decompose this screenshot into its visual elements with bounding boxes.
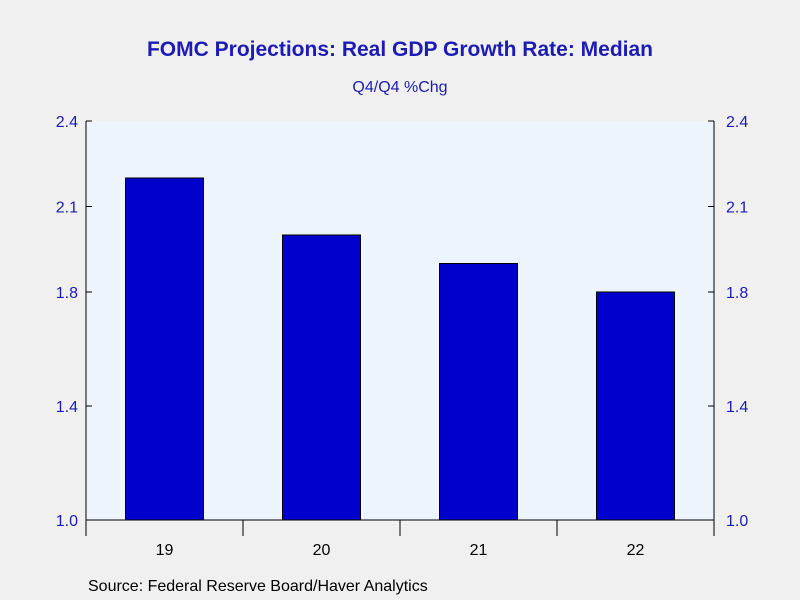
y-tick-label-right: 2.4 [726,114,748,131]
bar-21 [439,263,518,521]
y-tick-label-right: 1.8 [726,285,748,302]
y-tick-label-left: 2.1 [56,200,78,217]
bar-20 [282,234,361,521]
chart-title: FOMC Projections: Real GDP Growth Rate: … [146,38,653,61]
y-tick-label-right: 1.4 [726,399,748,416]
source-note: Source: Federal Reserve Board/Haver Anal… [88,578,428,595]
y-tick-label-left: 1.0 [56,513,78,530]
y-tick-label-left: 1.8 [56,285,78,302]
chart-subtitle: Q4/Q4 %Chg [352,79,448,96]
bar-22 [596,291,675,521]
x-tick-label: 21 [470,542,488,559]
y-tick-label-right: 2.1 [726,200,748,217]
x-tick-label: 22 [627,542,645,559]
y-tick-label-left: 2.4 [56,114,78,131]
y-tick-label-right: 1.0 [726,513,748,530]
x-tick-label: 20 [313,542,331,559]
x-tick-label: 19 [156,542,174,559]
y-tick-label-left: 1.4 [56,399,78,416]
bar-19 [125,177,204,521]
